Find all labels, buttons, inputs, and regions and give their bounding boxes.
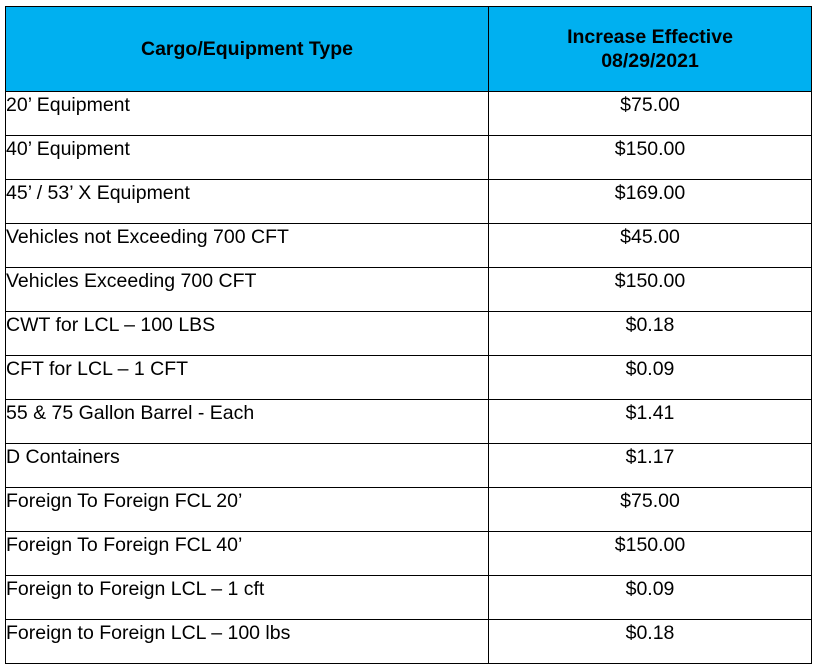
rate-cell: $1.41 (488, 399, 812, 444)
rate-cell: $169.00 (488, 179, 812, 224)
cargo-type-cell: CWT for LCL – 100 LBS (5, 311, 489, 356)
cargo-type-cell: 20’ Equipment (5, 91, 489, 136)
table-row: Foreign to Foreign LCL – 100 lbs $0.18 (5, 619, 812, 664)
rate-cell: $0.18 (488, 619, 812, 664)
table-row: CWT for LCL – 100 LBS $0.18 (5, 311, 812, 356)
cargo-type-cell: Foreign To Foreign FCL 20’ (5, 487, 489, 532)
cargo-type-column-header: Cargo/Equipment Type (5, 6, 489, 92)
table-row: 55 & 75 Gallon Barrel - Each $1.41 (5, 399, 812, 444)
rate-cell: $1.17 (488, 443, 812, 488)
table-header-row: Cargo/Equipment Type Increase Effective … (5, 6, 812, 92)
cargo-type-cell: Vehicles Exceeding 700 CFT (5, 267, 489, 312)
table-row: 40’ Equipment $150.00 (5, 135, 812, 180)
rate-cell: $150.00 (488, 531, 812, 576)
rate-cell: $75.00 (488, 91, 812, 136)
increase-effective-label: Increase Effective (567, 26, 733, 48)
rate-cell: $0.18 (488, 311, 812, 356)
effective-date: 08/29/2021 (601, 50, 699, 72)
table-row: Vehicles not Exceeding 700 CFT $45.00 (5, 223, 812, 268)
rate-cell: $150.00 (488, 267, 812, 312)
table-row: Vehicles Exceeding 700 CFT $150.00 (5, 267, 812, 312)
cargo-type-cell: Foreign To Foreign FCL 40’ (5, 531, 489, 576)
rate-cell: $45.00 (488, 223, 812, 268)
rate-cell: $150.00 (488, 135, 812, 180)
table-row: Foreign To Foreign FCL 40’ $150.00 (5, 531, 812, 576)
rate-increase-table: Cargo/Equipment Type Increase Effective … (5, 6, 812, 664)
table-row: Foreign to Foreign LCL – 1 cft $0.09 (5, 575, 812, 620)
table-row: 20’ Equipment $75.00 (5, 91, 812, 136)
table-row: D Containers $1.17 (5, 443, 812, 488)
cargo-type-cell: 45’ / 53’ X Equipment (5, 179, 489, 224)
increase-effective-column-header: Increase Effective 08/29/2021 (488, 6, 812, 92)
table-row: Foreign To Foreign FCL 20’ $75.00 (5, 487, 812, 532)
rate-cell: $0.09 (488, 355, 812, 400)
cargo-type-cell: 40’ Equipment (5, 135, 489, 180)
cargo-type-cell: Foreign to Foreign LCL – 1 cft (5, 575, 489, 620)
table-row: 45’ / 53’ X Equipment $169.00 (5, 179, 812, 224)
table-row: CFT for LCL – 1 CFT $0.09 (5, 355, 812, 400)
rate-cell: $0.09 (488, 575, 812, 620)
cargo-type-cell: Vehicles not Exceeding 700 CFT (5, 223, 489, 268)
rate-cell: $75.00 (488, 487, 812, 532)
cargo-type-cell: D Containers (5, 443, 489, 488)
cargo-type-cell: 55 & 75 Gallon Barrel - Each (5, 399, 489, 444)
cargo-type-cell: CFT for LCL – 1 CFT (5, 355, 489, 400)
cargo-type-cell: Foreign to Foreign LCL – 100 lbs (5, 619, 489, 664)
